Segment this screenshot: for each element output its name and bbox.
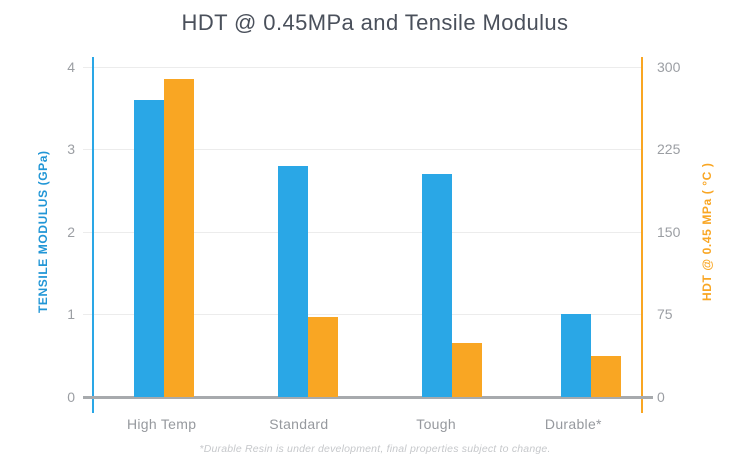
bar-tensile-modulus-tough xyxy=(421,174,452,397)
right-tick-75: 75 xyxy=(657,306,673,322)
right-tick-225: 225 xyxy=(657,141,681,157)
bar-hdt-durable xyxy=(591,356,621,397)
left-tick-4: 4 xyxy=(67,59,75,75)
left-tick-0: 0 xyxy=(67,389,75,405)
left-axis-title: TENSILE MODULUS (GPa) xyxy=(36,150,50,314)
category-label-durable: Durable* xyxy=(544,416,602,432)
category-label-standard: Standard xyxy=(269,416,329,432)
bar-tensile-modulus-standard xyxy=(278,166,308,397)
bars-layer xyxy=(93,67,642,397)
left-tick-1: 1 xyxy=(67,306,75,322)
chart-title: HDT @ 0.45MPa and Tensile Modulus xyxy=(181,10,569,35)
left-tick-3: 3 xyxy=(67,141,75,157)
chart-footnote: *Durable Resin is under development, fin… xyxy=(199,443,551,455)
x-axis-line xyxy=(83,396,653,399)
gridline-3 xyxy=(83,149,642,150)
left-y-axis-line xyxy=(92,57,94,413)
bar-hdt-standard xyxy=(308,317,338,397)
category-axis: High Temp Standard Tough Durable* xyxy=(93,416,642,432)
right-tick-0: 0 xyxy=(657,389,665,405)
right-axis-title: HDT @ 0.45 MPa ( °C ) xyxy=(700,162,714,302)
gridline-1 xyxy=(83,314,642,315)
category-label-high-temp: High Temp xyxy=(126,416,197,432)
bar-hdt-high-temp xyxy=(163,79,194,397)
left-tick-2: 2 xyxy=(67,224,75,240)
gridline-4 xyxy=(83,67,642,68)
right-y-axis-line xyxy=(641,57,643,413)
right-tick-300: 300 xyxy=(657,59,681,75)
bar-hdt-tough xyxy=(451,343,482,397)
bar-tensile-modulus-durable xyxy=(561,314,591,397)
gridline-2 xyxy=(83,232,642,233)
category-label-tough: Tough xyxy=(416,416,456,432)
right-tick-150: 150 xyxy=(657,224,681,240)
bar-tensile-modulus-high-temp xyxy=(133,100,164,397)
